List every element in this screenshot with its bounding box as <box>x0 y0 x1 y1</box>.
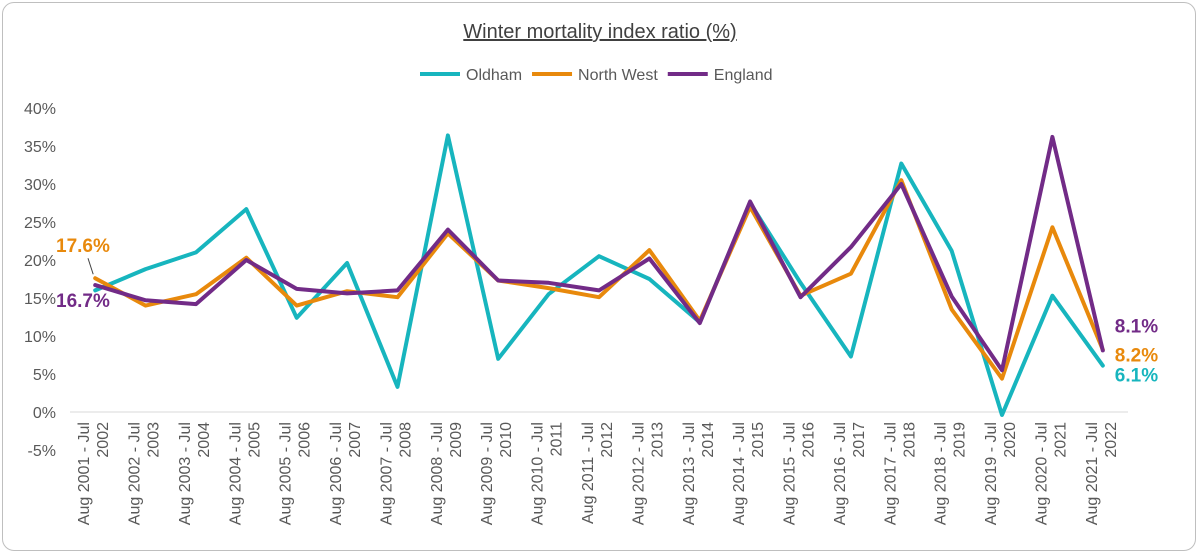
x-tick-label: Aug 2008 - Jul 2009 <box>429 422 465 525</box>
y-tick-label: 30% <box>24 177 56 194</box>
x-tick-line: 2006 <box>297 422 314 458</box>
x-tick-line: 2017 <box>851 422 868 458</box>
x-tick-line: 2005 <box>246 422 263 458</box>
x-tick-label: Aug 2019 - Jul 2020 <box>983 422 1019 525</box>
x-tick-line: 2007 <box>347 422 364 458</box>
x-tick-line: 2019 <box>952 422 969 458</box>
x-tick-line: Aug 2001 - Jul <box>76 422 93 525</box>
y-tick-label: -5% <box>28 443 56 460</box>
y-tick-label: 15% <box>24 291 56 308</box>
y-tick-label: 0% <box>33 405 56 422</box>
x-tick-label: Aug 2020 - Jul 2021 <box>1033 422 1069 525</box>
x-tick-line: Aug 2005 - Jul <box>278 422 295 525</box>
x-tick-line: Aug 2002 - Jul <box>127 422 144 525</box>
x-tick-label: Aug 2021 - Jul 2022 <box>1084 422 1120 525</box>
x-tick-line: Aug 2011 - Jul <box>580 422 597 524</box>
y-tick-label: 20% <box>24 253 56 270</box>
x-tick-line: Aug 2012 - Jul <box>630 422 647 525</box>
x-tick-line: 2015 <box>750 422 767 458</box>
series-line-north-west <box>93 178 1105 381</box>
x-tick-label: Aug 2001 - Jul 2002 <box>76 422 112 525</box>
x-tick-line: 2011 <box>549 422 566 457</box>
x-tick-line: 2016 <box>801 422 818 458</box>
legend-label: England <box>714 67 773 84</box>
x-tick-label: Aug 2002 - Jul 2003 <box>127 422 163 525</box>
x-tick-label: Aug 2009 - Jul 2010 <box>479 422 515 525</box>
x-tick-label: Aug 2018 - Jul 2019 <box>933 422 969 525</box>
x-tick-line: 2004 <box>196 422 213 458</box>
y-tick-label: 5% <box>33 367 56 384</box>
data-label: 16.7% <box>56 291 110 312</box>
x-tick-line: Aug 2013 - Jul <box>681 422 698 525</box>
x-tick-label: Aug 2010 - Jul 2011 <box>530 422 566 525</box>
x-tick-label: Aug 2003 - Jul 2004 <box>177 422 213 525</box>
data-labels: 17.6% 16.7% 8.1% 8.2%6.1% <box>56 236 1158 386</box>
y-tick-label: 10% <box>24 329 56 346</box>
x-tick-line: Aug 2008 - Jul <box>429 422 446 525</box>
x-tick-line: Aug 2017 - Jul <box>882 422 899 525</box>
x-tick-line: 2009 <box>448 422 465 458</box>
x-tick-line: Aug 2009 - Jul <box>479 422 496 525</box>
legend: Oldham North West England <box>420 67 772 84</box>
x-tick-line: Aug 2006 - Jul <box>328 422 345 525</box>
data-label: 6.1% <box>1115 366 1158 387</box>
x-tick-line: Aug 2016 - Jul <box>832 422 849 525</box>
y-tick-label: 25% <box>24 215 56 232</box>
x-tick-line: 2003 <box>146 422 163 458</box>
x-tick-label: Aug 2013 - Jul 2014 <box>681 422 717 525</box>
x-tick-label: Aug 2015 - Jul 2016 <box>782 422 818 525</box>
x-tick-line: 2022 <box>1103 422 1120 458</box>
x-tick-line: 2012 <box>599 422 616 458</box>
x-tick-label: Aug 2016 - Jul 2017 <box>832 422 868 525</box>
x-tick-line: 2020 <box>1002 422 1019 458</box>
x-axis: Aug 2001 - Jul 2002 Aug 2002 - Jul 2003 Aug … <box>70 411 1128 525</box>
x-tick-label: Aug 2007 - Jul 2008 <box>378 422 414 525</box>
data-label: 8.1% <box>1115 316 1158 337</box>
x-tick-line: Aug 2015 - Jul <box>782 422 799 525</box>
x-tick-line: Aug 2019 - Jul <box>983 422 1000 525</box>
y-axis: -5% 0% 5% 10% 15% 20% 25% 30% 35% 40% <box>24 101 56 460</box>
x-tick-line: Aug 2018 - Jul <box>933 422 950 525</box>
series-line-england <box>93 134 1105 373</box>
legend-label: Oldham <box>466 67 522 84</box>
chart-title: Winter mortality index ratio (%) <box>463 21 736 43</box>
y-tick-label: 40% <box>24 101 56 118</box>
x-tick-line: Aug 2020 - Jul <box>1033 422 1050 525</box>
x-tick-line: Aug 2004 - Jul <box>227 422 244 525</box>
x-tick-label: Aug 2006 - Jul 2007 <box>328 422 364 525</box>
x-tick-label: Aug 2017 - Jul 2018 <box>882 422 918 525</box>
x-tick-line: Aug 2007 - Jul <box>378 422 395 525</box>
x-tick-line: Aug 2010 - Jul <box>530 422 547 525</box>
x-tick-line: 2010 <box>498 422 515 458</box>
x-tick-line: 2018 <box>901 422 918 458</box>
x-tick-line: 2014 <box>700 422 717 458</box>
series-line-oldham <box>93 133 1105 417</box>
x-tick-line: 2002 <box>95 422 112 458</box>
x-tick-label: Aug 2012 - Jul 2013 <box>630 422 666 525</box>
x-tick-label: Aug 2011 - Jul 2012 <box>580 422 616 524</box>
x-tick-line: 2021 <box>1052 422 1069 458</box>
x-tick-line: Aug 2003 - Jul <box>177 422 194 525</box>
label-leader-line <box>87 258 94 275</box>
x-tick-line: 2013 <box>649 422 666 458</box>
x-tick-line: 2008 <box>397 422 414 458</box>
x-tick-line: Aug 2014 - Jul <box>731 422 748 525</box>
x-tick-line: Aug 2021 - Jul <box>1084 422 1101 525</box>
series-lines <box>93 133 1105 417</box>
x-tick-label: Aug 2014 - Jul 2015 <box>731 422 767 525</box>
x-tick-label: Aug 2004 - Jul 2005 <box>227 422 263 525</box>
data-label: 8.2% <box>1115 346 1158 367</box>
x-tick-label: Aug 2005 - Jul 2006 <box>278 422 314 525</box>
y-tick-label: 35% <box>24 139 56 156</box>
data-label: 17.6% <box>56 236 110 257</box>
legend-label: North West <box>578 67 658 84</box>
